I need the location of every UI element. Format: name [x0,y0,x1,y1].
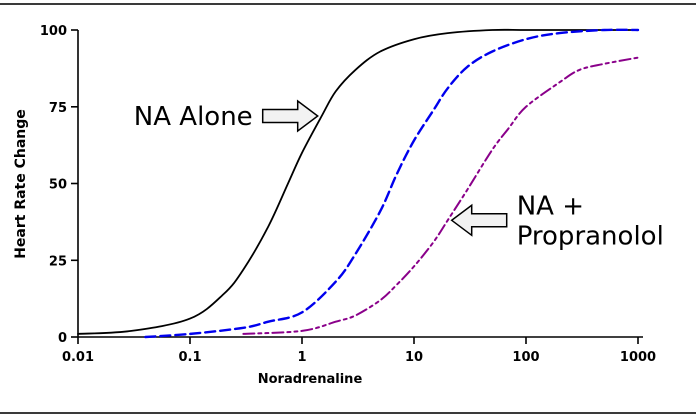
x-tick-label: 1 [297,350,306,365]
annotation-arrow-na-propranolol-left-icon [450,203,508,237]
curve-na-propranolol [242,56,639,335]
annotation-label-na-alone: NA Alone [134,102,253,132]
curve-middle-curve [144,28,640,339]
y-axis-title: Heart Rate Change [13,109,29,259]
annotation-arrow-na-alone-right-icon [261,99,319,133]
x-axis-title: Noradrenaline [257,372,363,387]
x-tick-label: 100 [512,350,539,365]
annotation-label-na-propranolol: NA + [517,191,584,221]
x-tick-label: 0.1 [178,350,201,365]
y-tick-label: 25 [49,254,67,269]
y-tick-label: 100 [40,24,67,39]
y-tick-label: 75 [49,101,67,116]
y-tick-label: 0 [58,331,67,346]
x-tick-label: 0.01 [62,350,94,365]
curve-na-alone [77,28,639,335]
annotation-label-na-propranolol: Propranolol [517,221,664,251]
x-tick-label: 1000 [620,350,656,365]
y-tick-label: 50 [49,178,67,193]
page-top-rule [0,3,696,5]
x-tick-label: 10 [405,350,423,365]
page-bottom-rule [0,412,696,414]
